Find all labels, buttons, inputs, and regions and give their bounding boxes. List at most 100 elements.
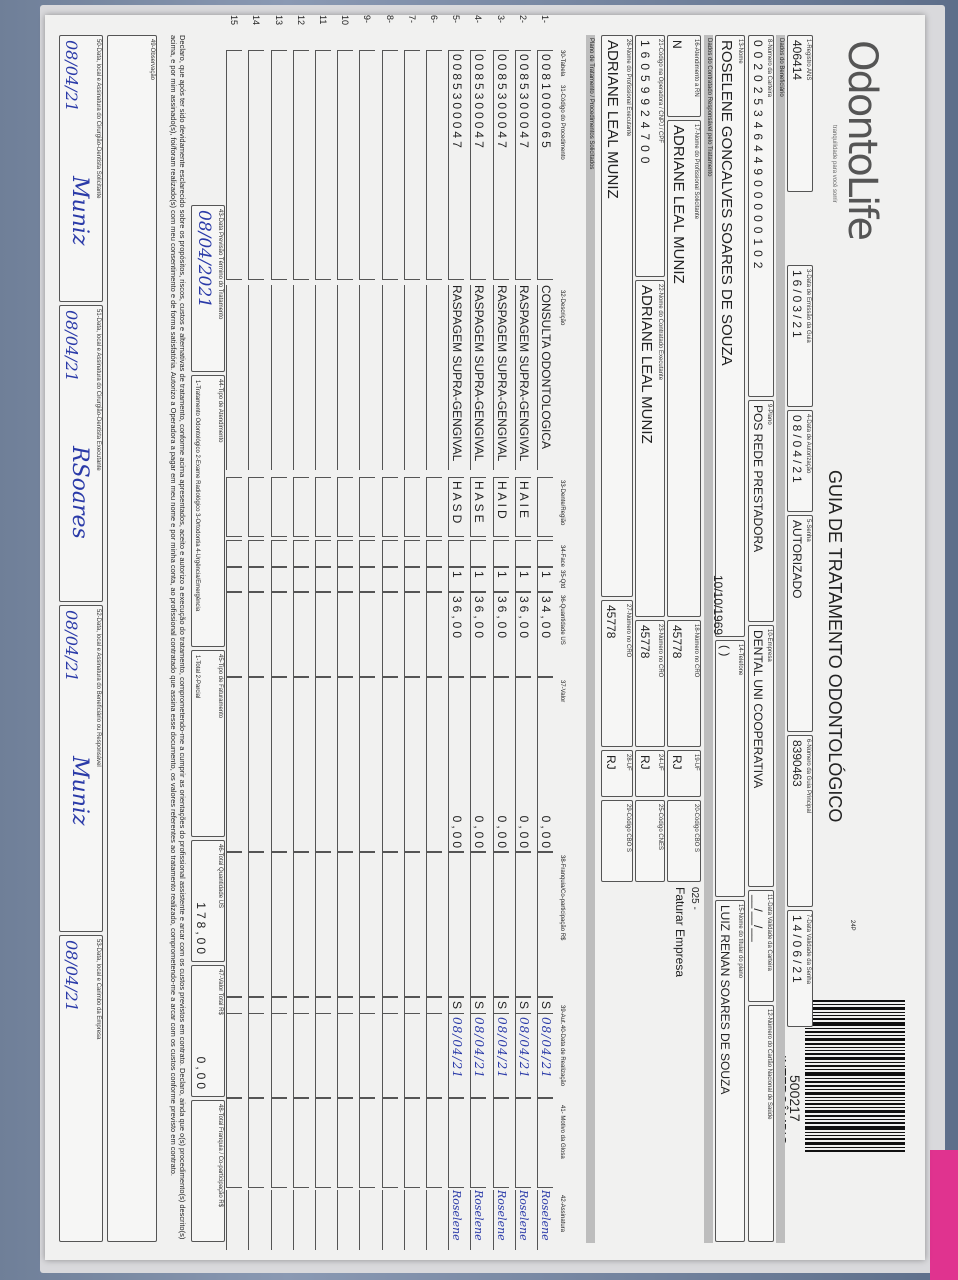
glosa-reason[interactable]: [492, 1098, 509, 1188]
franchise[interactable]: [337, 852, 354, 997]
valor-total-field: 47-Valor Total R$ 0,00: [191, 965, 225, 1097]
face[interactable]: [426, 540, 442, 567]
glosa-reason[interactable]: [270, 1098, 287, 1188]
franchise[interactable]: [403, 852, 420, 997]
procedure-description: RASPAGEM SUPRA-GENGIVAL: [492, 285, 509, 470]
signature: Roselene: [470, 1190, 487, 1250]
quantity-us: [337, 592, 354, 677]
face[interactable]: [292, 540, 309, 567]
realization-date: [381, 1013, 398, 1098]
observacao-field[interactable]: 49-Observação: [107, 35, 157, 1242]
franchise[interactable]: [270, 852, 287, 997]
franchise[interactable]: [381, 852, 398, 997]
procedure-row: 11: [313, 15, 333, 1260]
row-number: 3-: [495, 15, 506, 24]
face[interactable]: [492, 540, 509, 567]
uf19-field: 19-UF RJ: [667, 750, 701, 797]
glosa-reason[interactable]: [226, 1098, 243, 1188]
cns-field: 12-Número do Cartão Nacional de Saúde: [748, 1005, 774, 1242]
quantity-us: 36,00: [470, 592, 487, 677]
procedure-code: [226, 50, 243, 280]
face[interactable]: [359, 540, 376, 567]
plano-field: 9-Plano POS REDE PRESTADORA: [748, 400, 774, 622]
tooth-region: [315, 477, 331, 537]
value: [381, 677, 398, 852]
glosa-reason[interactable]: [381, 1098, 398, 1188]
barcode-bar: [805, 1050, 905, 1051]
quantity: [337, 567, 354, 592]
franchise[interactable]: [492, 852, 509, 997]
signature: [337, 1190, 354, 1250]
franchise[interactable]: [514, 852, 531, 997]
guide-number: 500217: [787, 1075, 803, 1122]
face[interactable]: [226, 540, 243, 567]
realization-date: [315, 1013, 331, 1098]
signature: [381, 1190, 398, 1250]
page-code: 24P: [849, 920, 855, 931]
tooth-region: [337, 477, 354, 537]
glosa-reason[interactable]: [359, 1098, 376, 1188]
signature: [403, 1190, 420, 1250]
procedure-description: [359, 285, 376, 470]
barcode-bar: [805, 1062, 905, 1063]
tooth-region: [537, 477, 553, 537]
procedure-description: CONSULTA ODONTOLOGICA: [537, 285, 553, 470]
procedure-row: 14: [246, 15, 266, 1260]
procedure-description: [403, 285, 420, 470]
glosa-reason[interactable]: [248, 1098, 265, 1188]
franchise[interactable]: [226, 852, 243, 997]
quantity: [248, 567, 265, 592]
franchise[interactable]: [315, 852, 331, 997]
barcode-bar: [805, 1115, 905, 1117]
glosa-reason[interactable]: [470, 1098, 487, 1188]
glosa-reason[interactable]: [448, 1098, 465, 1188]
face[interactable]: [448, 540, 465, 567]
franchise[interactable]: [537, 852, 553, 997]
glosa-reason[interactable]: [537, 1098, 553, 1188]
value: [359, 677, 376, 852]
franchise[interactable]: [470, 852, 487, 997]
value: [337, 677, 354, 852]
realization-date: 08/04/21: [470, 1013, 487, 1098]
authorized: [381, 997, 398, 1014]
face[interactable]: [337, 540, 354, 567]
glosa-reason[interactable]: [403, 1098, 420, 1188]
face[interactable]: [315, 540, 331, 567]
cro23-field: 23-Número no CRO 45778: [635, 620, 665, 747]
franchise[interactable]: [248, 852, 265, 997]
barcode-bar: [805, 1085, 905, 1087]
glosa-reason[interactable]: [426, 1098, 442, 1188]
tooth-region: [226, 477, 243, 537]
realization-date: 08/04/21: [492, 1013, 509, 1098]
franchise[interactable]: [448, 852, 465, 997]
barcode-bar: [805, 1000, 905, 1002]
face[interactable]: [470, 540, 487, 567]
franchise[interactable]: [292, 852, 309, 997]
face[interactable]: [248, 540, 265, 567]
glosa-reason[interactable]: [292, 1098, 309, 1188]
column-header: 31-Código do Procedimento: [559, 85, 565, 160]
realization-date: 08/04/21: [537, 1013, 553, 1098]
quantity: [315, 567, 331, 592]
tooth-region: HAIE: [514, 477, 531, 537]
barcode-bar: [805, 1147, 905, 1148]
realization-date: [359, 1013, 376, 1098]
barcode-bar: [805, 1135, 905, 1136]
face[interactable]: [514, 540, 531, 567]
procedure-description: RASPAGEM SUPRA-GENGIVAL: [514, 285, 531, 470]
glosa-reason[interactable]: [514, 1098, 531, 1188]
franchise[interactable]: [426, 852, 442, 997]
face[interactable]: [537, 540, 553, 567]
senha-field: 5-Senha AUTORIZADO: [787, 515, 813, 732]
glosa-reason[interactable]: [315, 1098, 331, 1188]
franchise[interactable]: [359, 852, 376, 997]
face[interactable]: [381, 540, 398, 567]
quantity: [292, 567, 309, 592]
face[interactable]: [403, 540, 420, 567]
face[interactable]: [270, 540, 287, 567]
glosa-reason[interactable]: [337, 1098, 354, 1188]
tooth-region: [248, 477, 265, 537]
barcode-bar: [805, 1103, 905, 1105]
signature: Roselene: [537, 1190, 553, 1250]
row-number: 8-: [384, 15, 395, 24]
